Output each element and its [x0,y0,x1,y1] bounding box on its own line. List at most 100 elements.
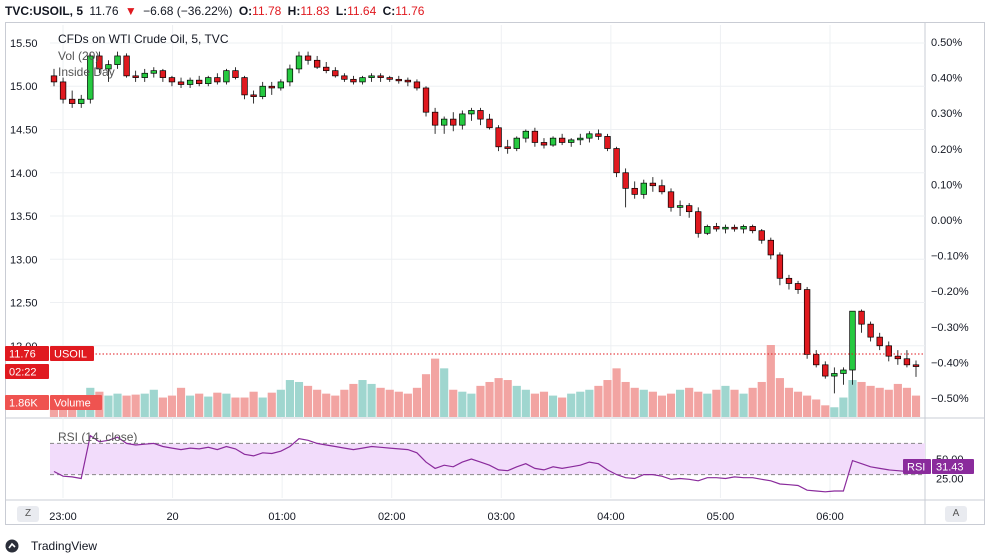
volume-bar [893,383,902,417]
percent-tick-label: −0.10% [931,251,969,263]
volume-bar [131,394,140,417]
candle-body [286,68,294,83]
volume-bar [803,395,812,417]
candle-body [459,113,466,126]
volume-bar [839,397,848,417]
candle-body [205,77,212,84]
last-price: 11.76 [89,4,119,18]
pattern-legend[interactable]: Inside Day [58,65,115,79]
volume-bar [594,385,603,417]
candle-body [867,323,874,338]
brand-name[interactable]: TradingView [31,539,98,553]
candle-body [577,137,584,141]
close-value: 11.76 [395,4,425,18]
candle-body [676,205,684,208]
candle-body [885,345,892,357]
volume-bar [911,395,921,417]
candle-body [441,118,448,126]
volume-bar [222,393,231,417]
volume-bar [204,396,213,417]
price-chart[interactable]: 15.5015.0014.5014.0013.5013.0012.5012.00… [0,0,990,530]
candle-body [196,79,203,84]
chart-frame [5,22,985,525]
candle-body [622,172,629,189]
candle-body [713,226,720,230]
volume-bar [585,389,594,417]
candle-body [667,191,675,208]
volume-bar [830,407,839,417]
volume-legend[interactable]: Vol (20) [58,49,100,63]
volume-bar [648,391,657,417]
candle-body [186,79,194,85]
volume-bar [685,387,694,417]
volume-bar [186,395,195,417]
volume-bar [866,385,875,417]
candle-body [731,226,738,230]
volume-bar [258,397,267,417]
time-tick-label: 05:00 [707,511,735,523]
candle-body [831,373,838,377]
volume-bar [458,391,467,417]
rsi-legend[interactable]: RSI (14, close) [58,430,138,444]
volume-bar [394,391,403,417]
volume-bar [376,387,385,417]
high-label: H: [287,4,301,18]
candle-body [849,310,856,371]
volume-bar [821,405,830,417]
price-tick-label: 14.50 [10,124,38,136]
volume-bar [793,391,803,417]
candle-body [395,78,402,82]
candle-body [68,98,76,104]
volume-bar [322,393,331,417]
z-scale-button[interactable]: Z [17,506,39,522]
volume-bar [530,393,539,417]
volume-bar [521,389,530,417]
candle-body [78,98,85,104]
auto-scale-button[interactable]: A [945,506,967,522]
volume-bar [113,393,122,417]
volume-bar [140,393,149,417]
percent-tick-label: 0.30% [931,108,962,120]
candle-body [813,354,820,366]
symbol-name[interactable]: TVC:USOIL, 5 [5,4,84,18]
candle-body [341,75,348,80]
countdown-badge: 02:22 [5,364,49,379]
candle-body [313,59,321,68]
chart-title-legend[interactable]: CFDs on WTI Crude Oil, 5, TVC [58,32,229,46]
rsi-band [50,443,925,475]
candle-body [241,77,248,96]
candle-body [359,77,366,83]
percent-tick-label: 0.00% [931,215,962,227]
candle-body [840,369,847,374]
volume-bar [703,393,712,417]
volume-bar [213,392,222,417]
volume-bar [657,395,667,417]
candle-body [50,75,58,83]
svg-text:RSI: RSI [907,462,925,474]
rsi-name-badge: RSI [903,459,931,474]
time-tick-label: 20 [166,511,178,523]
volume-bar [639,389,648,417]
candle-body [96,55,103,70]
price-tick-label: 15.50 [10,38,38,50]
volume-bar [721,385,730,417]
candle-body [740,226,747,230]
candle-body [386,77,393,80]
candle-body [422,87,430,113]
volume-bar [730,389,739,417]
volume-bar [875,387,884,417]
volume-bar [167,395,177,417]
candle-body [794,283,802,290]
low-value: 11.64 [347,4,377,18]
volume-bar [431,358,440,417]
volume-bar [149,389,158,417]
candle-body [404,79,412,83]
candle-body [704,226,711,234]
price-tick-label: 15.00 [10,81,38,93]
volume-bar [158,397,167,417]
time-tick-label: 23:00 [49,511,77,523]
volume-bar [331,395,340,417]
low-label: L: [335,4,348,18]
volume-bar [303,385,313,417]
candle-body [277,81,285,89]
